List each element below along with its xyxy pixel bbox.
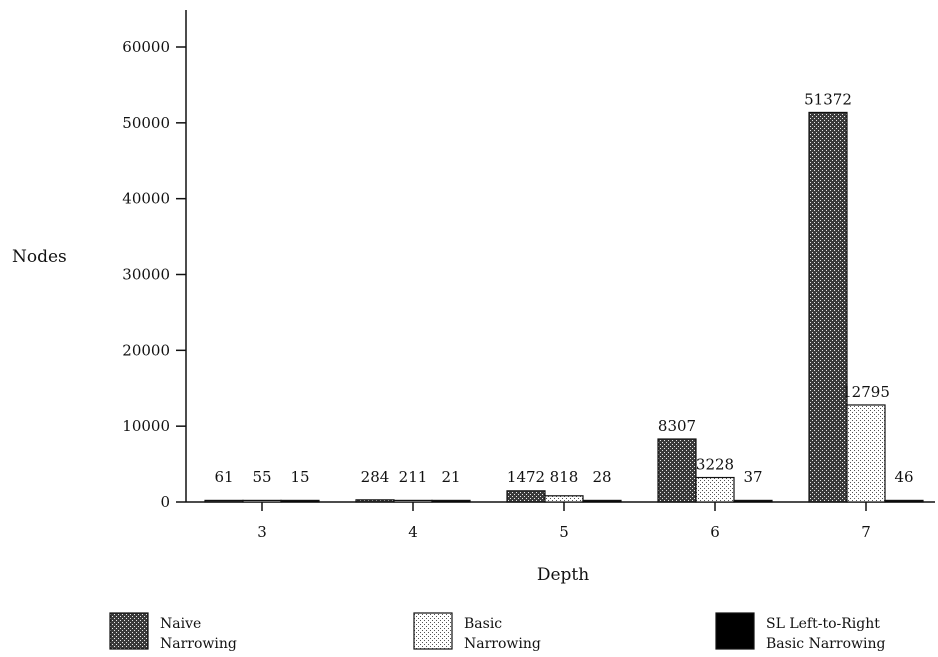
bar <box>846 404 886 503</box>
x-tick-label: 3 <box>257 523 267 541</box>
legend-label: Naive <box>160 616 201 632</box>
legend-swatch <box>109 612 149 650</box>
bar <box>506 490 546 503</box>
bar-value-label: 28 <box>592 468 611 486</box>
bar <box>393 499 433 503</box>
y-tick-label: 40000 <box>122 190 170 208</box>
x-axis-label: Depth <box>537 565 589 585</box>
legend: Naive Narrowing Basic Narrowing SL Left-to-R… <box>109 612 885 652</box>
bar <box>242 499 282 503</box>
y-tick-label: 20000 <box>122 341 170 359</box>
bar-value-label: 8307 <box>658 417 696 435</box>
bar-value-label: 211 <box>399 468 428 486</box>
bar-value-label: 3228 <box>696 456 734 474</box>
bar <box>204 499 244 503</box>
y-tick-label: 60000 <box>122 38 170 56</box>
legend-label: Basic Narrowing <box>766 636 885 652</box>
bar-value-label: 15 <box>290 468 309 486</box>
legend-label: Narrowing <box>160 636 237 652</box>
bar <box>884 499 924 503</box>
x-tick-label: 6 <box>710 523 720 541</box>
bar-value-label: 51372 <box>804 90 852 108</box>
y-tick-label: 50000 <box>122 114 170 132</box>
legend-swatch <box>715 612 755 650</box>
x-ticks: 3 4 5 6 7 <box>257 502 871 541</box>
bar <box>657 438 697 503</box>
bar-value-label: 37 <box>743 468 762 486</box>
y-axis-label: Nodes <box>12 247 67 267</box>
bar-value-label: 284 <box>361 468 390 486</box>
bar-labels: 61 55 15 284 211 21 1472 818 28 8307 3228 37 51372 12… <box>214 90 913 486</box>
bar-value-label: 1472 <box>507 468 545 486</box>
bar <box>355 499 395 503</box>
x-tick-label: 7 <box>861 523 871 541</box>
x-tick-label: 5 <box>559 523 569 541</box>
bar <box>431 499 471 503</box>
legend-label: SL Left-to-Right <box>766 616 880 632</box>
bar <box>582 499 622 503</box>
legend-swatch <box>413 612 453 650</box>
bar-value-label: 55 <box>252 468 271 486</box>
y-ticks: 0 10000 20000 30000 40000 50000 60000 <box>122 38 186 511</box>
bar-value-label: 818 <box>550 468 579 486</box>
bar <box>733 499 773 503</box>
bar-value-label: 21 <box>441 468 460 486</box>
bar <box>695 476 735 503</box>
bar <box>280 499 320 503</box>
bar-value-label: 61 <box>214 468 233 486</box>
bars <box>204 111 924 503</box>
legend-label: Narrowing <box>464 636 541 652</box>
bar-value-label: 46 <box>894 468 913 486</box>
y-tick-label: 30000 <box>122 266 170 284</box>
y-tick-label: 10000 <box>122 417 170 435</box>
bar <box>544 495 584 503</box>
bar <box>808 111 848 503</box>
x-tick-label: 4 <box>408 523 418 541</box>
y-tick-label: 0 <box>160 493 170 511</box>
bar-value-label: 12795 <box>842 383 890 401</box>
legend-label: Basic <box>464 616 502 632</box>
